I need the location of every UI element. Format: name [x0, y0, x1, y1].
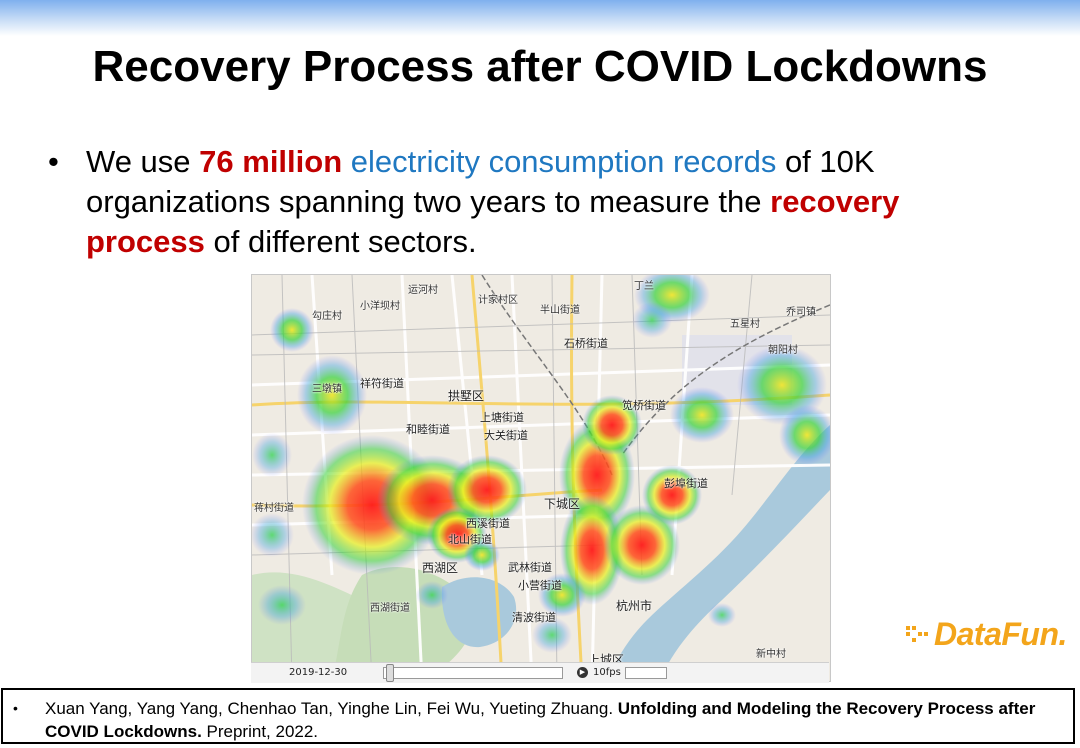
- map-label: 运河村: [408, 285, 438, 296]
- map-label: 半山街道: [540, 305, 580, 316]
- map-label: 丁兰: [634, 281, 654, 292]
- fps-input[interactable]: [625, 667, 667, 679]
- map-label: 西溪街道: [466, 517, 510, 530]
- current-date-label: 2019-12-30: [289, 667, 348, 678]
- bullet-text: We use 76 million electricity consumptio…: [86, 142, 986, 262]
- map-label: 拱墅区: [448, 389, 485, 403]
- map-label: 石桥街道: [564, 337, 608, 350]
- citation-authors: Xuan Yang, Yang Yang, Chenhao Tan, Yingh…: [45, 699, 618, 718]
- map-label: 五星村: [730, 319, 760, 330]
- map-label: 西湖街道: [370, 603, 410, 614]
- map-label: 三墩镇: [312, 384, 342, 395]
- map-label: 西湖区: [422, 561, 459, 575]
- citation-box: • Xuan Yang, Yang Yang, Chenhao Tan, Yin…: [1, 688, 1075, 744]
- logo-dots-icon: [904, 624, 930, 644]
- highlight-recovery-process: recovery process: [86, 184, 900, 259]
- time-slider-thumb[interactable]: [386, 664, 394, 682]
- map-label: 北山街道: [448, 533, 492, 546]
- qiantang-river: [608, 425, 830, 681]
- map-label: 朝阳村: [768, 345, 798, 356]
- map-label: 笕桥街道: [622, 399, 666, 412]
- map-label: 清波街道: [512, 611, 556, 624]
- map-label: 下城区: [544, 497, 581, 511]
- map-label: 上塘街道: [480, 411, 524, 424]
- map-label: 祥符街道: [360, 377, 404, 390]
- datafun-logo: DataFun.: [904, 612, 1067, 656]
- play-icon[interactable]: ▶: [577, 667, 588, 678]
- bullet-marker: •: [48, 144, 59, 179]
- heatmap-layer: [252, 275, 830, 653]
- citation-bullet: •: [13, 700, 18, 716]
- map-label: 武林街道: [508, 561, 552, 574]
- fps-label: 10fps: [593, 667, 621, 678]
- highlight-records: electricity consumption records: [350, 144, 777, 179]
- citation-venue: Preprint, 2022.: [201, 722, 319, 741]
- bullet-text-part: [342, 144, 351, 179]
- header-gradient-band: [0, 0, 1080, 36]
- slide-title: Recovery Process after COVID Lockdowns: [92, 42, 988, 91]
- map-label: 大关街道: [484, 429, 528, 442]
- map-label: 计家村区: [478, 295, 518, 306]
- map-label: 和睦街道: [406, 423, 450, 436]
- map-label: 小洋坝村: [360, 301, 400, 312]
- map-label: 杭州市: [616, 599, 653, 613]
- time-slider-bar: 2019-12-30 ▶ 10fps: [251, 662, 829, 683]
- highlight-record-count: 76 million: [199, 144, 343, 179]
- bullet-text-part: of 10K organizations spanning two years …: [86, 144, 875, 219]
- map-label: 小营街道: [518, 579, 562, 592]
- map-canvas: [252, 275, 830, 681]
- heatmap-map[interactable]: 丁兰 半山街道 运河村 计家村区 小洋坝村 勾庄村 石桥街道 五星村 祥符街道 …: [251, 274, 831, 682]
- time-slider-track[interactable]: [383, 667, 563, 679]
- citation-text: Xuan Yang, Yang Yang, Chenhao Tan, Yingh…: [45, 697, 1065, 743]
- map-label: 彭埠街道: [664, 477, 708, 490]
- map-label: 新中村: [756, 649, 786, 660]
- citation-paper-title: Unfolding and Modeling the Recovery Proc…: [45, 699, 1036, 741]
- map-label: 蒋村街道: [254, 503, 294, 514]
- bullet-text-part: We use: [86, 144, 200, 179]
- logo-text: DataFun.: [934, 615, 1067, 652]
- map-label: 勾庄村: [312, 311, 342, 322]
- bullet-text-part: of different sectors.: [204, 224, 477, 259]
- map-label: 乔司镇: [786, 307, 816, 318]
